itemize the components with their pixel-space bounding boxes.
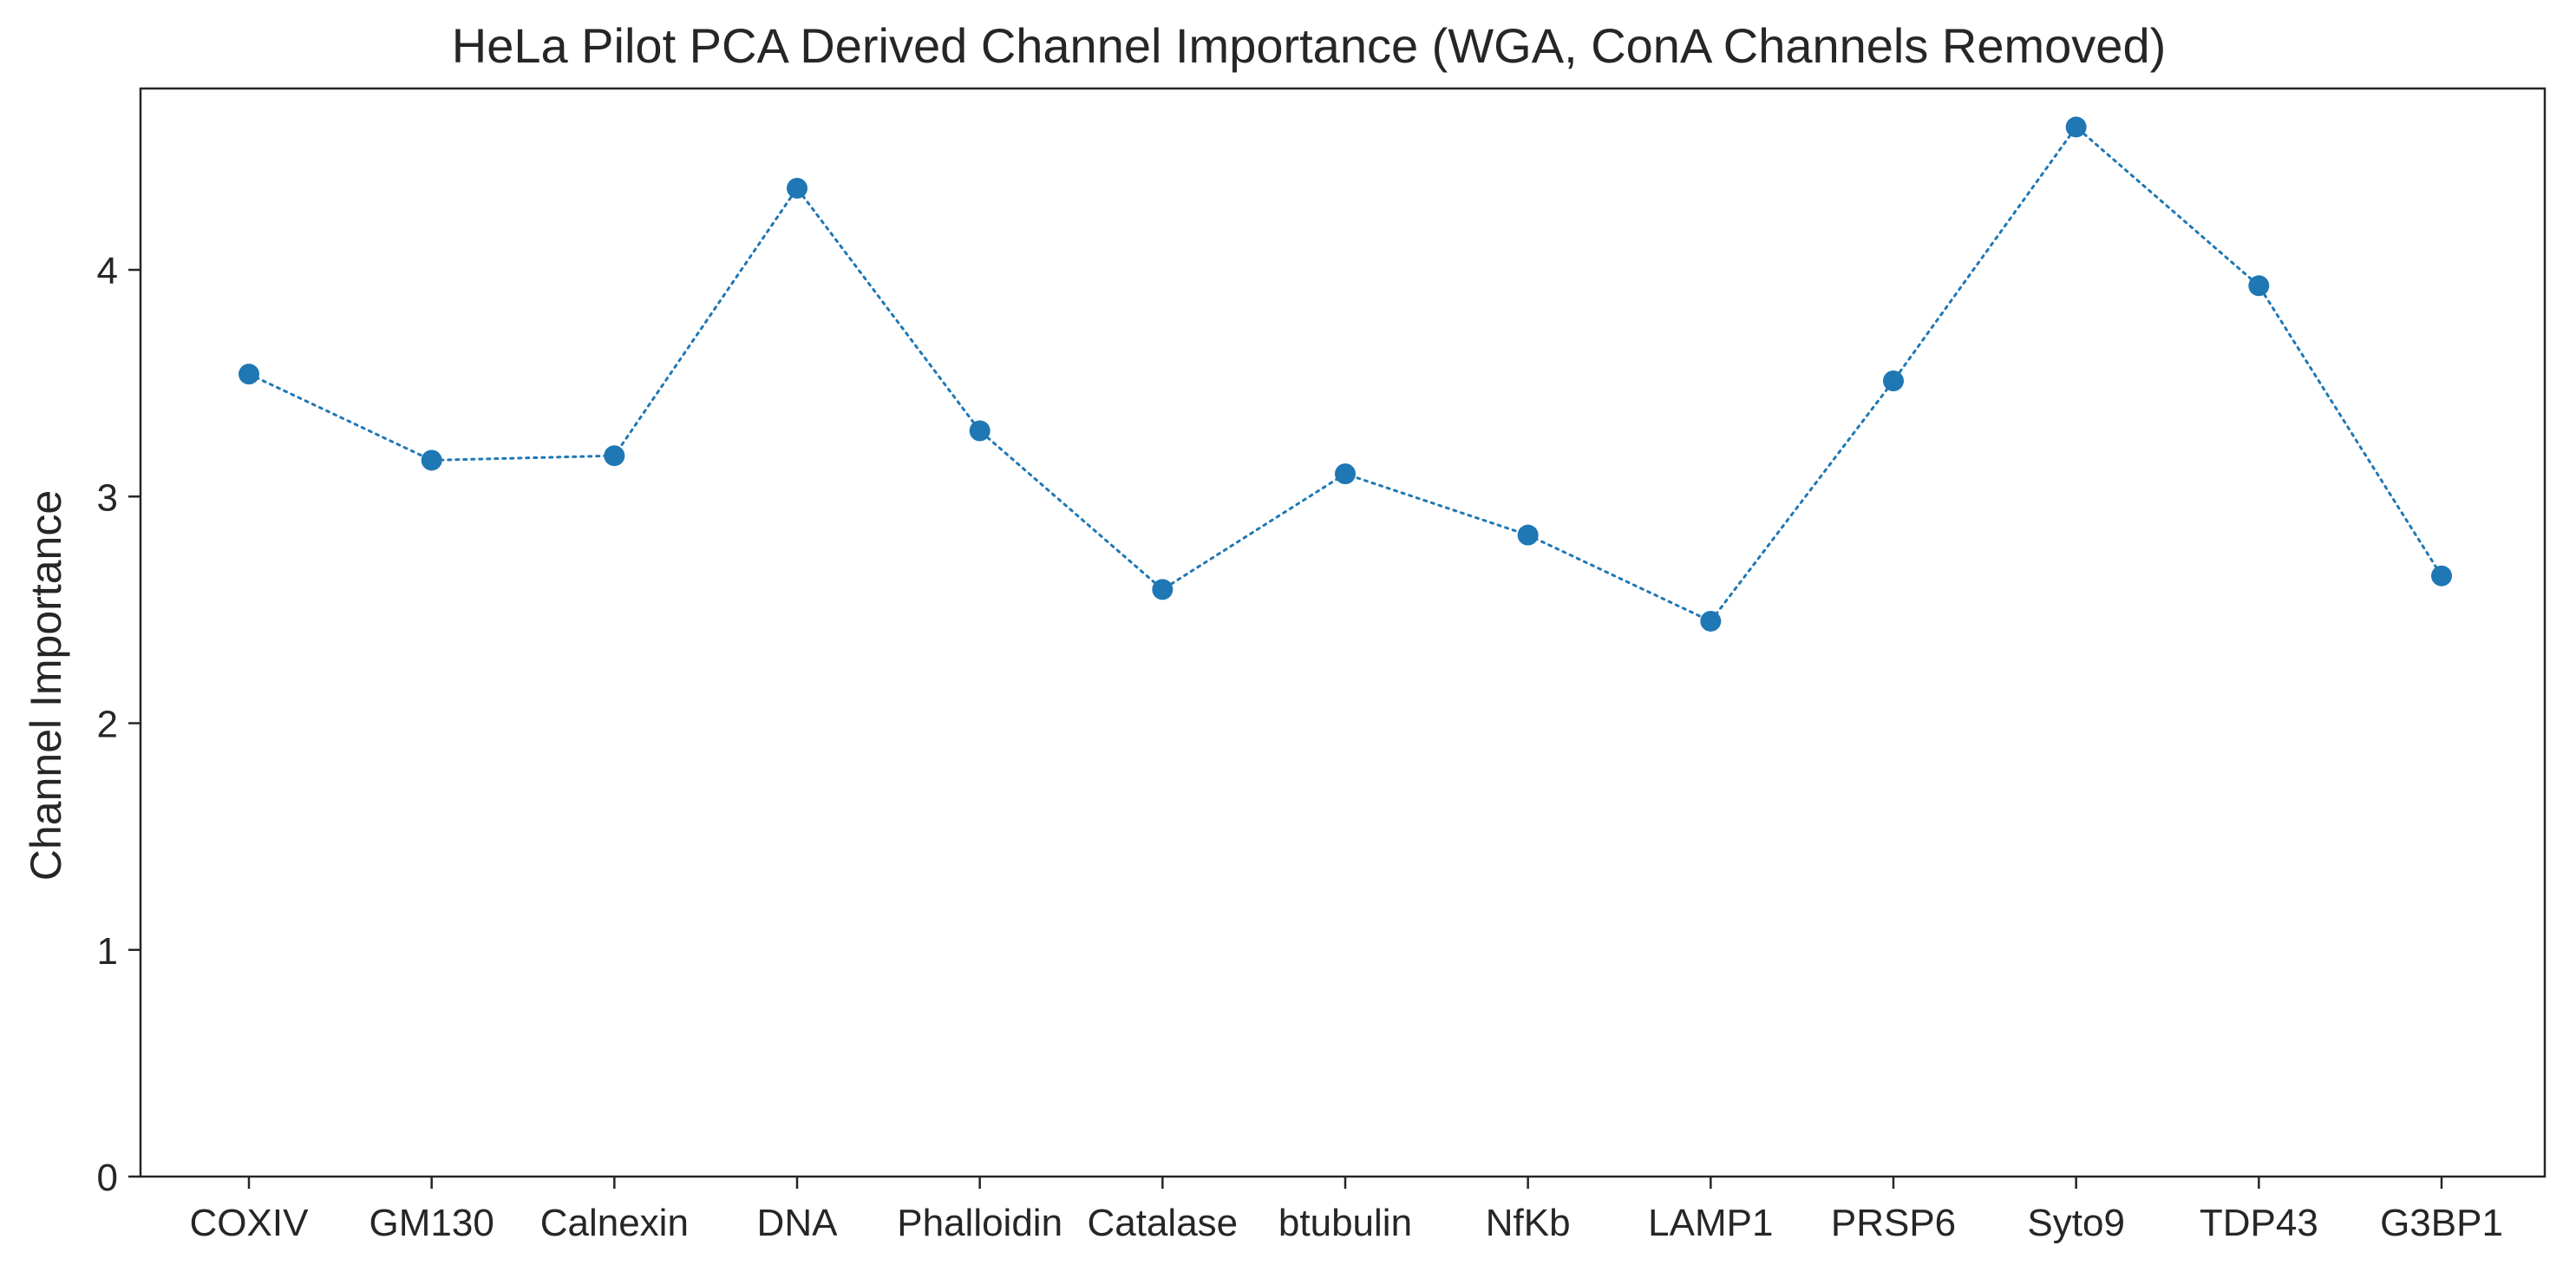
data-point [2431, 565, 2452, 587]
data-point [604, 445, 625, 467]
x-tick-label: LAMP1 [1648, 1202, 1773, 1244]
x-tick-label: Catalase [1087, 1202, 1238, 1244]
y-axis-label: Channel Importance [22, 490, 70, 881]
data-point [2248, 275, 2270, 297]
x-tick-label: TDP43 [2200, 1202, 2318, 1244]
series-channel-importance [239, 116, 2452, 632]
x-tick-label: DNA [757, 1202, 839, 1244]
x-tick-label: G3BP1 [2380, 1202, 2503, 1244]
data-point [787, 177, 807, 199]
chart-title: HeLa Pilot PCA Derived Channel Importanc… [452, 18, 2167, 73]
y-tick-label: 1 [97, 930, 118, 973]
x-tick-label: NfKb [1486, 1202, 1571, 1244]
x-tick-label: btubulin [1278, 1202, 1412, 1244]
y-tick-label: 4 [97, 250, 118, 292]
y-tick-label: 0 [97, 1157, 118, 1199]
x-tick-label: Phalloidin [897, 1202, 1062, 1244]
x-tick-label: COXIV [190, 1202, 310, 1244]
y-tick-label: 2 [97, 704, 118, 746]
data-point [239, 364, 259, 385]
x-tick-label: Syto9 [2027, 1202, 2125, 1244]
series-line [247, 125, 2443, 623]
data-point [1883, 370, 1904, 392]
data-point [2065, 116, 2087, 138]
data-point [1335, 463, 1356, 485]
data-point [1700, 610, 1722, 632]
y-tick-label: 3 [97, 476, 118, 519]
x-tick-label: GM130 [369, 1202, 494, 1244]
data-point [1152, 579, 1174, 600]
plot-frame [139, 87, 2547, 1178]
x-axis: COXIV GM130 Calnexin DNA Phalloidin Catalase b… [190, 1177, 2503, 1244]
x-tick-label: PRSP6 [1831, 1202, 1956, 1244]
data-point [1517, 524, 1539, 546]
y-axis: 0 1 2 3 4 [97, 250, 141, 1199]
data-point [969, 420, 991, 442]
data-point [421, 449, 442, 471]
x-tick-label: Calnexin [540, 1202, 689, 1244]
